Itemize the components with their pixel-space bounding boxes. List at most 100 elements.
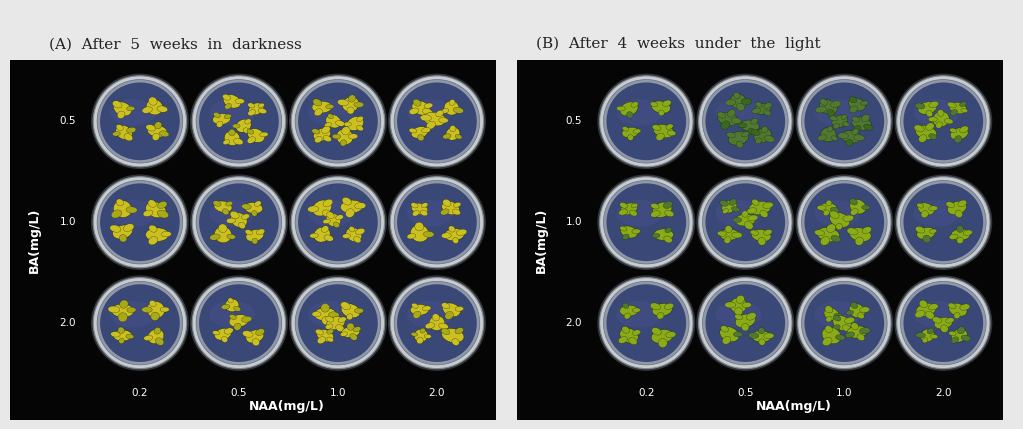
Ellipse shape — [631, 102, 638, 107]
Ellipse shape — [815, 106, 827, 113]
Ellipse shape — [288, 74, 387, 169]
Ellipse shape — [234, 323, 241, 330]
Ellipse shape — [732, 218, 742, 223]
Ellipse shape — [341, 200, 363, 213]
Ellipse shape — [113, 225, 133, 239]
Ellipse shape — [214, 201, 232, 212]
Ellipse shape — [449, 100, 455, 106]
Ellipse shape — [926, 110, 933, 117]
Ellipse shape — [763, 202, 773, 208]
Ellipse shape — [443, 199, 451, 206]
Ellipse shape — [764, 136, 774, 142]
Ellipse shape — [850, 208, 858, 215]
Ellipse shape — [817, 135, 827, 141]
Ellipse shape — [325, 104, 333, 109]
Ellipse shape — [804, 183, 884, 261]
Ellipse shape — [656, 133, 664, 140]
Ellipse shape — [801, 181, 887, 264]
Ellipse shape — [455, 134, 462, 139]
Ellipse shape — [923, 235, 931, 243]
Ellipse shape — [822, 337, 832, 346]
Ellipse shape — [825, 326, 833, 332]
Ellipse shape — [246, 330, 264, 343]
Ellipse shape — [859, 328, 871, 334]
Ellipse shape — [845, 317, 854, 323]
Ellipse shape — [210, 301, 255, 328]
Ellipse shape — [863, 124, 873, 130]
Ellipse shape — [158, 201, 167, 208]
Ellipse shape — [124, 134, 133, 141]
Ellipse shape — [229, 314, 249, 327]
Ellipse shape — [599, 278, 693, 369]
Ellipse shape — [410, 225, 429, 242]
Ellipse shape — [697, 275, 794, 371]
Ellipse shape — [622, 127, 629, 131]
Ellipse shape — [127, 308, 136, 313]
Ellipse shape — [914, 125, 924, 132]
Ellipse shape — [764, 333, 774, 339]
Ellipse shape — [146, 124, 155, 131]
Ellipse shape — [830, 116, 838, 121]
Ellipse shape — [957, 226, 964, 233]
Ellipse shape — [758, 238, 766, 245]
Ellipse shape — [295, 281, 381, 365]
Ellipse shape — [327, 114, 333, 119]
Ellipse shape — [949, 234, 958, 239]
Ellipse shape — [850, 199, 857, 205]
Ellipse shape — [697, 74, 794, 169]
Ellipse shape — [733, 332, 743, 337]
Ellipse shape — [819, 100, 837, 115]
Ellipse shape — [651, 102, 658, 107]
Ellipse shape — [903, 183, 983, 261]
Ellipse shape — [442, 329, 464, 343]
Ellipse shape — [929, 133, 937, 139]
Ellipse shape — [411, 203, 418, 208]
Ellipse shape — [860, 101, 869, 105]
Ellipse shape — [722, 336, 730, 344]
Ellipse shape — [756, 102, 762, 107]
Text: 1.0: 1.0 — [566, 217, 582, 227]
Ellipse shape — [324, 122, 331, 128]
Ellipse shape — [832, 115, 848, 128]
Ellipse shape — [258, 103, 264, 108]
Ellipse shape — [143, 210, 153, 217]
Ellipse shape — [798, 76, 891, 167]
Ellipse shape — [848, 98, 865, 111]
Ellipse shape — [127, 127, 136, 133]
Ellipse shape — [821, 327, 841, 344]
Ellipse shape — [196, 80, 281, 163]
Ellipse shape — [314, 227, 330, 242]
Ellipse shape — [916, 332, 925, 338]
Ellipse shape — [91, 175, 189, 270]
Ellipse shape — [852, 129, 858, 135]
Ellipse shape — [926, 311, 934, 319]
Ellipse shape — [411, 303, 418, 308]
Ellipse shape — [623, 303, 629, 308]
Ellipse shape — [342, 127, 350, 135]
Ellipse shape — [420, 328, 426, 333]
Ellipse shape — [228, 129, 235, 136]
Ellipse shape — [325, 324, 333, 329]
Ellipse shape — [314, 109, 322, 116]
Ellipse shape — [112, 304, 134, 317]
Ellipse shape — [190, 74, 287, 169]
Ellipse shape — [147, 329, 164, 344]
Ellipse shape — [735, 314, 743, 320]
Ellipse shape — [336, 215, 344, 220]
Ellipse shape — [411, 127, 428, 138]
Ellipse shape — [235, 119, 252, 132]
Ellipse shape — [960, 126, 969, 133]
Ellipse shape — [664, 236, 672, 243]
Ellipse shape — [147, 125, 167, 137]
Ellipse shape — [827, 224, 836, 233]
Ellipse shape — [213, 114, 230, 124]
Ellipse shape — [394, 80, 480, 163]
Ellipse shape — [409, 108, 419, 115]
Ellipse shape — [726, 132, 736, 138]
Ellipse shape — [315, 136, 322, 143]
Ellipse shape — [914, 301, 960, 328]
Ellipse shape — [292, 177, 385, 268]
Ellipse shape — [801, 281, 887, 365]
Text: 0.5: 0.5 — [566, 116, 582, 126]
Ellipse shape — [948, 331, 957, 336]
